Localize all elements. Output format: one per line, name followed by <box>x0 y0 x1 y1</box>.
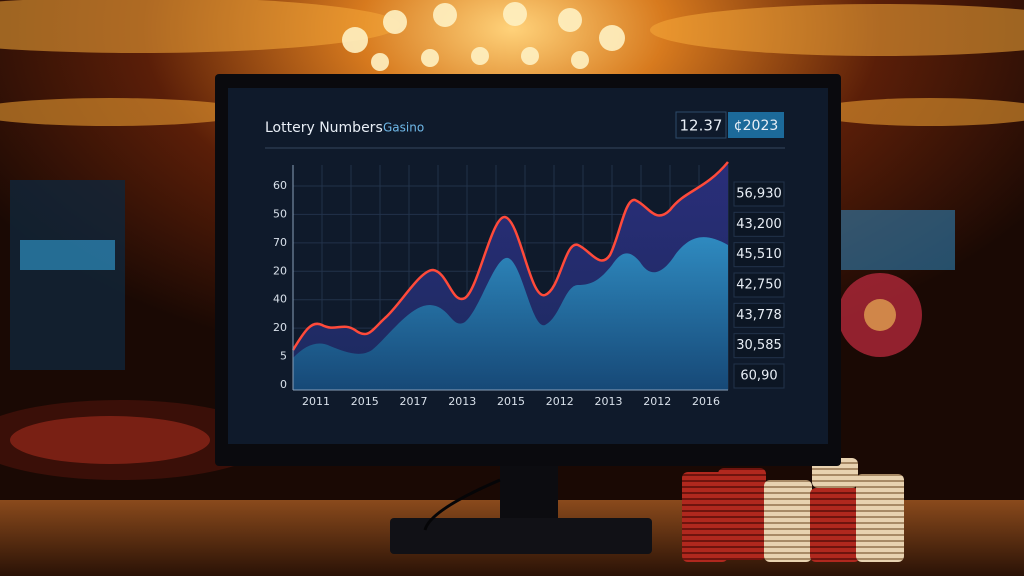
trend-line <box>291 161 729 351</box>
x-label: 2016 <box>692 395 720 408</box>
monitor-base <box>390 518 652 554</box>
side-box <box>733 272 785 298</box>
side-value: 30,585 <box>736 338 782 353</box>
y-label: 20 <box>273 264 287 277</box>
roulette-wheel <box>10 416 210 464</box>
slot-screen <box>840 210 955 270</box>
ceiling-light <box>650 4 1024 56</box>
cable <box>423 478 501 531</box>
slot-screen <box>20 240 115 270</box>
y-label: 0 <box>280 378 287 391</box>
header-box <box>675 111 727 139</box>
y-label: 40 <box>273 293 287 306</box>
side-box <box>733 211 785 237</box>
side-box <box>733 242 785 268</box>
y-label: 60 <box>273 179 287 192</box>
side-value: 42,750 <box>736 278 782 293</box>
y-label: 70 <box>273 236 287 249</box>
x-label: 2013 <box>448 395 476 408</box>
header-value: ¢2023 <box>734 118 779 134</box>
x-label: 2011 <box>302 395 330 408</box>
x-label: 2013 <box>595 395 623 408</box>
side-value: 43,200 <box>736 217 782 232</box>
chandelier <box>342 2 625 71</box>
ceiling-light <box>810 98 1024 126</box>
x-label: 2015 <box>497 395 525 408</box>
side-value: 43,778 <box>736 308 782 323</box>
side-value: 45,510 <box>736 247 782 262</box>
x-label: 2017 <box>400 395 428 408</box>
side-value: 56,930 <box>736 187 782 202</box>
chart-subtitle: Gasino <box>383 121 424 135</box>
side-box <box>733 363 785 389</box>
side-value: 60,90 <box>740 369 777 384</box>
area-inner <box>293 237 728 390</box>
chart-title: Lottery Numbers <box>265 120 383 136</box>
x-label: 2015 <box>351 395 379 408</box>
x-label: 2012 <box>546 395 574 408</box>
chip-stacks <box>682 458 904 562</box>
ceiling-light <box>0 98 250 126</box>
side-box <box>733 333 785 359</box>
y-label: 5 <box>280 350 287 363</box>
slot-machine <box>10 180 125 370</box>
side-box <box>733 302 785 328</box>
x-label: 2012 <box>643 395 671 408</box>
y-label: 50 <box>273 207 287 220</box>
side-box <box>733 181 785 207</box>
y-label: 20 <box>273 321 287 334</box>
roulette-hub <box>864 299 896 331</box>
header-value: 12.37 <box>680 117 723 135</box>
ceiling-light <box>0 0 400 53</box>
header-box <box>728 112 784 138</box>
